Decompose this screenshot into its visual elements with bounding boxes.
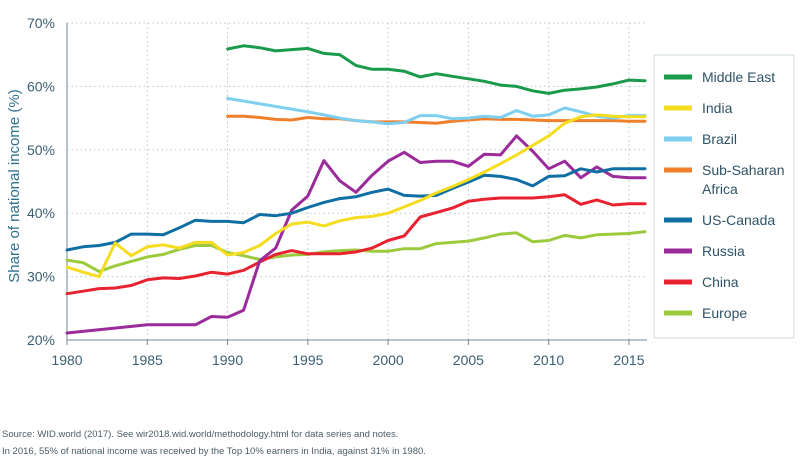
y-tick-label: 60% bbox=[27, 78, 55, 94]
legend-label-middle-east: Middle East bbox=[702, 69, 775, 85]
legend-label-india: India bbox=[702, 100, 733, 116]
footnote: In 2016, 55% of national income was rece… bbox=[2, 446, 426, 457]
source-note: Source: WID.world (2017). See wir2018.wi… bbox=[2, 429, 399, 440]
y-tick-label: 40% bbox=[27, 205, 55, 221]
series-line-europe bbox=[65, 230, 647, 273]
legend-label-sub-saharan-africa: Sub-Saharan Africa bbox=[702, 162, 785, 197]
legend-label-russia: Russia bbox=[702, 243, 745, 259]
y-tick-label: 20% bbox=[27, 332, 55, 348]
grid-lines bbox=[67, 22, 647, 340]
series-line-china bbox=[65, 193, 647, 296]
x-tick-label: 2010 bbox=[533, 352, 564, 368]
axes: 20% 30% 40% 50% 60% 70% 1980 1985 1990 1995 2000 20… bbox=[27, 15, 647, 368]
y-tick-label: 70% bbox=[27, 15, 55, 31]
series-line-middle-east bbox=[226, 44, 647, 95]
legend-label-us-canada: US-Canada bbox=[702, 212, 775, 228]
series-line-sub-saharan-africa bbox=[226, 114, 647, 125]
x-tick-label: 2015 bbox=[613, 352, 644, 368]
series-line-india bbox=[65, 113, 647, 279]
y-tick-label: 30% bbox=[27, 269, 55, 285]
x-tick-label: 1995 bbox=[292, 352, 323, 368]
series-line-us-canada bbox=[65, 167, 647, 252]
x-tick-label: 2000 bbox=[373, 352, 404, 368]
legend-box bbox=[653, 54, 795, 339]
y-tick-label: 50% bbox=[27, 142, 55, 158]
x-tick-label: 1985 bbox=[132, 352, 163, 368]
legend-label-brazil: Brazil bbox=[702, 131, 737, 147]
legend: Middle East India Brazil Sub-Saharan Africa U… bbox=[664, 69, 785, 321]
x-tick-label: 2005 bbox=[453, 352, 484, 368]
legend-label-europe: Europe bbox=[702, 305, 747, 321]
series-line-russia bbox=[65, 134, 647, 335]
y-axis-label: Share of national income (%) bbox=[6, 89, 23, 282]
series-line-brazil bbox=[226, 96, 647, 126]
x-tick-label: 1980 bbox=[51, 352, 82, 368]
x-tick-label: 1990 bbox=[212, 352, 243, 368]
legend-label-china: China bbox=[702, 274, 739, 290]
series-lines bbox=[65, 44, 647, 335]
